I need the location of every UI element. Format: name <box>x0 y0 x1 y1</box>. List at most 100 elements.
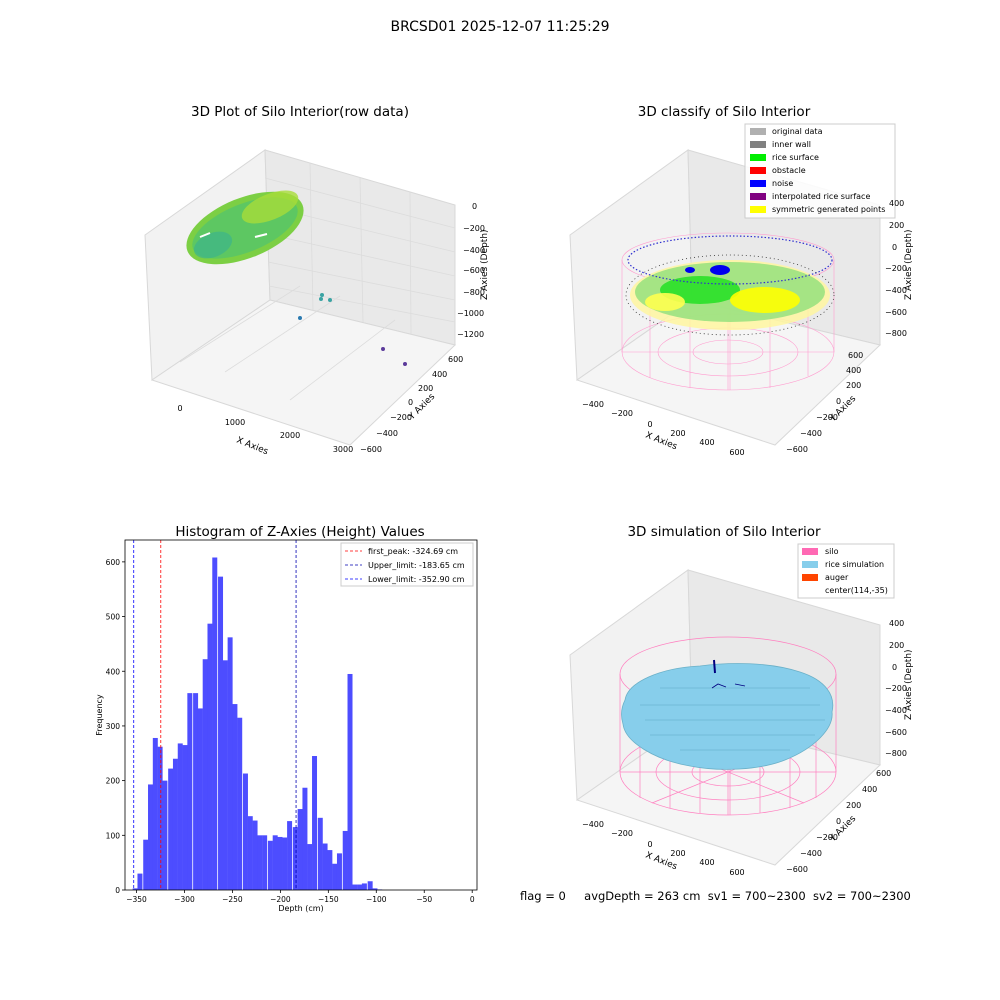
raw-xlabel: X Axies <box>235 436 270 458</box>
svg-text:−200: −200 <box>885 264 907 273</box>
status-avg-depth: avgDepth = 263 cm <box>584 889 701 903</box>
histogram-bar <box>267 840 273 890</box>
simulation-zticks: 400 200 0 −200 −400 −600 −800 <box>885 619 907 758</box>
histogram-bar <box>312 756 318 890</box>
svg-text:200: 200 <box>670 849 685 858</box>
histogram-bar <box>327 850 333 890</box>
classify-floor-pane <box>575 299 882 446</box>
histogram-bar <box>172 758 178 890</box>
histogram-bar <box>222 660 228 890</box>
histogram-xticks: −350 −300 −250 −200 −150 −100 −50 0 <box>126 890 475 904</box>
svg-text:200: 200 <box>846 381 861 390</box>
svg-text:0: 0 <box>836 397 841 406</box>
simulation-rice-surface <box>621 663 834 770</box>
legend-auger: auger <box>825 573 849 582</box>
svg-text:−800: −800 <box>885 329 907 338</box>
svg-text:−200: −200 <box>816 413 838 422</box>
svg-text:600: 600 <box>729 868 744 877</box>
raw-panel: 3D Plot of Silo Interior(row data) <box>144 104 490 458</box>
histogram-bar <box>197 708 203 890</box>
raw-zticks: 0 −200 −400 −600 −800 −1000 −1200 <box>457 202 485 339</box>
histogram-bar <box>272 835 278 890</box>
histogram-bar <box>148 784 154 890</box>
svg-text:−600: −600 <box>786 865 808 874</box>
legend-center: center(114,-35) <box>825 586 888 595</box>
histogram-bar <box>177 743 183 890</box>
simulation-yticks: 600 400 200 0 −200 −400 −600 <box>786 769 891 874</box>
status-line: flag = 0 avgDepth = 263 cm sv1 = 700~230… <box>520 889 911 903</box>
histogram-xtick-label: −100 <box>366 895 387 904</box>
classify-yticks: 600 400 200 0 −200 −400 −600 <box>786 351 863 454</box>
classify-panel: 3D classify of Silo Interior <box>569 104 914 457</box>
status-sv1: sv1 = 700~2300 <box>707 889 806 903</box>
svg-text:200: 200 <box>418 384 433 393</box>
svg-text:400: 400 <box>862 785 877 794</box>
svg-text:400: 400 <box>846 366 861 375</box>
svg-text:−600: −600 <box>885 728 907 737</box>
svg-text:−400: −400 <box>800 429 822 438</box>
histogram-title: Histogram of Z-Axies (Height) Values <box>175 524 424 540</box>
classify-zticks: 400 200 0 −200 −400 −600 −800 <box>885 199 907 338</box>
svg-text:−200: −200 <box>611 409 633 418</box>
svg-text:−600: −600 <box>885 308 907 317</box>
svg-text:−800: −800 <box>885 749 907 758</box>
svg-text:0: 0 <box>177 404 182 413</box>
simulation-title: 3D simulation of Silo Interior <box>627 524 821 540</box>
histogram-bar <box>336 853 342 890</box>
svg-text:3000: 3000 <box>333 445 353 454</box>
histogram-xtick-label: 0 <box>470 895 475 904</box>
legend-interpolated: interpolated rice surface <box>772 192 870 201</box>
histogram-bar <box>302 787 308 890</box>
legend-noise: noise <box>772 179 793 188</box>
svg-text:−400: −400 <box>376 429 398 438</box>
svg-text:−400: −400 <box>463 246 485 255</box>
histogram-yticks: 0 100 200 300 400 500 600 <box>106 558 125 895</box>
svg-text:400: 400 <box>699 858 714 867</box>
svg-text:400: 400 <box>699 438 714 447</box>
svg-text:200: 200 <box>889 641 904 650</box>
histogram-bar <box>207 623 213 890</box>
svg-text:−400: −400 <box>582 820 604 829</box>
histogram-bar <box>237 717 243 890</box>
histogram-bar <box>162 780 168 890</box>
histogram-ytick-label: 100 <box>106 831 121 840</box>
classify-xticks: −400 −200 0 200 400 600 <box>582 400 745 457</box>
legend-first-peak: first_peak: -324.69 cm <box>368 547 458 556</box>
histogram-xtick-label: −50 <box>416 895 432 904</box>
histogram-bar <box>152 737 158 890</box>
svg-text:−600: −600 <box>463 266 485 275</box>
histogram-bar <box>347 673 353 890</box>
histogram-xtick-label: −150 <box>318 895 339 904</box>
histogram-bar <box>247 816 253 890</box>
svg-text:2000: 2000 <box>280 431 300 440</box>
histogram-bar <box>317 817 323 890</box>
histogram-bar <box>218 576 224 890</box>
histogram-bar <box>332 863 338 890</box>
histogram-legend-items: first_peak: -324.69 cm Upper_limit: -183… <box>345 547 465 584</box>
simulation-surface-mesh <box>640 687 825 751</box>
raw-floor-pane <box>150 299 457 446</box>
svg-text:−600: −600 <box>360 445 382 454</box>
svg-text:600: 600 <box>448 355 463 364</box>
raw-point-cloud <box>186 190 304 265</box>
histogram-bar <box>187 693 193 890</box>
svg-text:0: 0 <box>647 420 652 429</box>
legend-obstacle: obstacle <box>772 166 806 175</box>
simulation-zlabel: Z Axies (Depth) <box>904 649 914 720</box>
svg-text:600: 600 <box>729 448 744 457</box>
legend-upper-limit: Upper_limit: -183.65 cm <box>368 561 465 570</box>
histogram-bar <box>352 884 358 890</box>
histogram-xtick-label: −300 <box>174 895 195 904</box>
raw-ylabel: Y Axies <box>406 392 437 423</box>
histogram-ytick-label: 400 <box>106 667 121 676</box>
legend-lower-limit: Lower_limit: -352.90 cm <box>368 575 465 584</box>
svg-text:200: 200 <box>670 429 685 438</box>
svg-text:−800: −800 <box>463 288 485 297</box>
svg-text:−200: −200 <box>463 224 485 233</box>
histogram-legend <box>340 542 474 587</box>
svg-text:0: 0 <box>892 243 897 252</box>
svg-text:0: 0 <box>836 817 841 826</box>
legend-symmetric: symmetric generated points <box>772 205 885 214</box>
svg-text:−400: −400 <box>885 706 907 715</box>
